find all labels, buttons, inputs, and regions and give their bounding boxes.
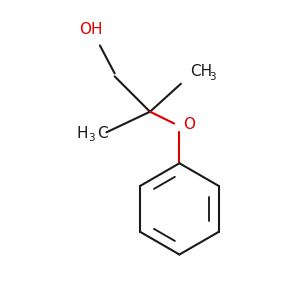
Text: H: H — [77, 126, 88, 141]
Text: 3: 3 — [88, 133, 95, 143]
Text: 3: 3 — [209, 72, 216, 82]
Text: C: C — [98, 126, 108, 141]
Text: O: O — [183, 118, 195, 133]
Text: OH: OH — [80, 22, 103, 37]
Text: CH: CH — [190, 64, 212, 79]
